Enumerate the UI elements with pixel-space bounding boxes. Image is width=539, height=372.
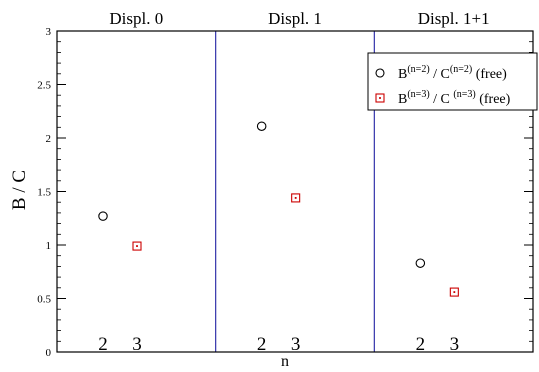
x-axis-label: n — [281, 353, 289, 370]
y-tick-label: 1 — [46, 240, 52, 252]
data-point-square — [449, 287, 459, 297]
data-point-square-dot — [453, 291, 456, 293]
y-axis-label: B / C — [9, 170, 30, 210]
legend-superscript: (n=3) — [453, 89, 475, 100]
data-point-square-dot — [294, 197, 297, 199]
y-tick-label: 2 — [46, 133, 52, 145]
data-point-square — [132, 241, 142, 251]
legend-superscript: (n=2) — [450, 64, 472, 75]
legend-text: B — [398, 92, 407, 107]
legend-label: B(n=2) / C(n=2) (free) — [398, 64, 507, 82]
plot-frame — [56, 30, 534, 353]
y-tick-label: 0.5 — [37, 294, 51, 306]
legend-text: / C — [430, 92, 454, 107]
legend-label: B(n=3) / C (n=3) (free) — [398, 89, 511, 107]
data-point-circle — [98, 211, 108, 221]
x-tick-label: 3 — [450, 334, 460, 355]
legend: B(n=2) / C(n=2) (free)B(n=3) / C (n=3) (… — [367, 52, 538, 111]
y-tick-label: 0 — [46, 347, 52, 359]
y-tick-label: 3 — [46, 26, 52, 38]
data-point-square-dot — [136, 245, 138, 247]
legend-box — [367, 52, 538, 111]
legend-text: B — [398, 67, 407, 82]
panel-title: Displ. 0 — [109, 9, 163, 28]
x-tick-label: 2 — [98, 334, 108, 355]
panel-title: Displ. 1+1 — [418, 9, 490, 28]
panel-titles: Displ. 0 Displ. 1 Displ. 1+1 — [109, 9, 489, 28]
x-tick-label: 2 — [257, 334, 267, 355]
legend-marker-circle — [375, 68, 385, 78]
y-tick-label: 1.5 — [37, 187, 51, 199]
x-tick-label: 3 — [132, 334, 142, 355]
legend-text: (free) — [472, 67, 507, 82]
data-point-circle — [415, 258, 426, 268]
legend-superscript: (n=2) — [407, 64, 429, 75]
y-tick-label: 2.5 — [37, 80, 51, 92]
x-tick-label: 2 — [416, 334, 426, 355]
legend-marker-square-dot — [379, 97, 381, 99]
legend-marker-square — [375, 93, 385, 103]
legend-text: / C — [430, 67, 450, 82]
legend-text: (free) — [476, 92, 511, 107]
y-major-ticks: 0 0.5 1 1.5 2 2.5 3 — [37, 26, 533, 359]
x-tick-labels: 2 3 2 3 2 3 — [98, 334, 459, 355]
panel-dividers — [215, 31, 375, 352]
data-point-circle — [256, 121, 267, 131]
data-points — [98, 121, 459, 297]
x-tick-label: 3 — [291, 334, 301, 355]
data-point-square — [291, 193, 301, 203]
legend-superscript: (n=3) — [407, 89, 429, 100]
panel-title: Displ. 1 — [268, 9, 322, 28]
